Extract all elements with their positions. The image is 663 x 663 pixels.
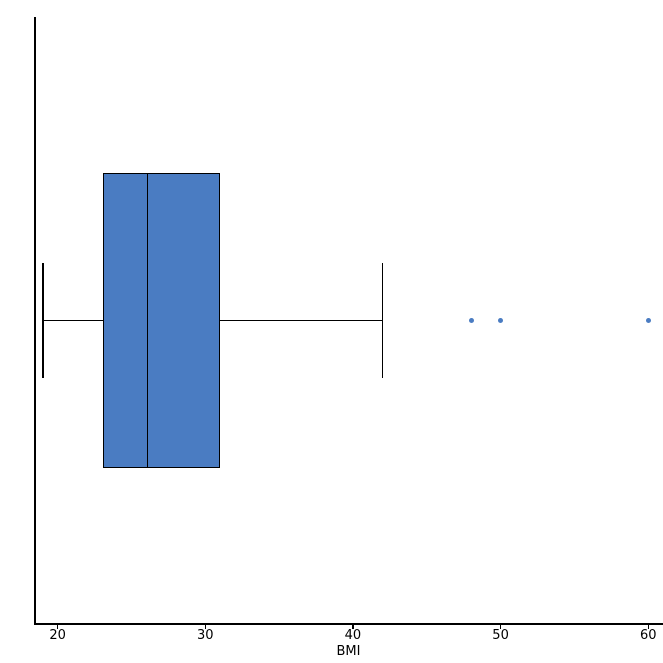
x-tick-mark	[56, 624, 59, 629]
iqr-box	[103, 173, 221, 468]
x-axis-spine	[34, 623, 663, 625]
x-tick-label: 20	[49, 628, 66, 643]
whisker-cap-high	[381, 263, 384, 378]
x-tick-label: 50	[492, 628, 509, 643]
median-line	[146, 173, 149, 468]
whisker-cap-low	[42, 263, 44, 378]
x-tick-label: 30	[196, 628, 214, 643]
x-tick-label: 60	[639, 628, 657, 643]
x-axis-label: BMI	[336, 644, 361, 659]
x-tick-mark	[499, 624, 502, 629]
y-axis-spine	[34, 17, 36, 623]
x-tick-mark	[204, 624, 206, 629]
outlier-point	[498, 318, 504, 323]
x-tick-label: 40	[344, 628, 362, 643]
whisker-line-low	[42, 319, 104, 322]
whisker-line-high	[220, 319, 383, 322]
x-tick-mark	[647, 624, 649, 629]
x-tick-mark	[352, 624, 354, 629]
outlier-point	[645, 318, 651, 323]
outlier-point	[468, 318, 474, 323]
